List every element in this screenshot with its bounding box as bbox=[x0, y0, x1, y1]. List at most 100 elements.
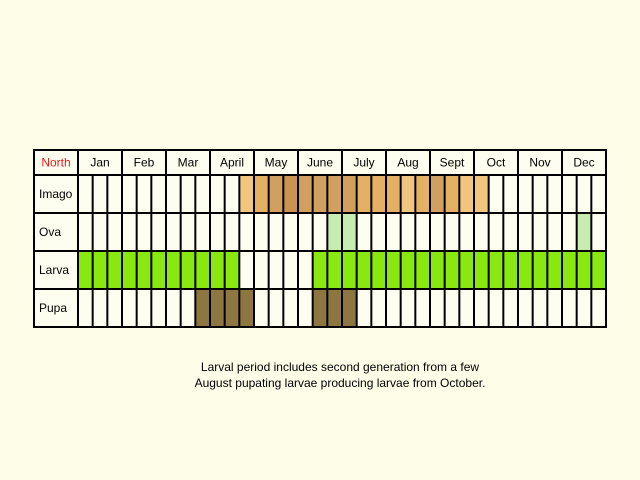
imago-cell bbox=[415, 175, 431, 213]
empty-cell bbox=[312, 213, 328, 251]
row-label-cell bbox=[34, 289, 78, 327]
empty-cell bbox=[210, 213, 225, 251]
imago-cell bbox=[312, 175, 328, 213]
empty-cell bbox=[532, 213, 548, 251]
row-label: Ova bbox=[39, 225, 61, 239]
larva-cell bbox=[444, 251, 460, 289]
larva-cell bbox=[342, 251, 357, 289]
imago-cell bbox=[386, 175, 401, 213]
imago-cell bbox=[444, 175, 460, 213]
empty-cell bbox=[92, 289, 108, 327]
larva-cell bbox=[195, 251, 211, 289]
month-label: April bbox=[220, 156, 244, 170]
empty-cell bbox=[107, 213, 123, 251]
chart-note: Larval period includes second generation… bbox=[140, 359, 540, 391]
larva-cell bbox=[312, 251, 328, 289]
imago-cell bbox=[474, 175, 489, 213]
empty-cell bbox=[78, 289, 93, 327]
empty-cell bbox=[503, 175, 519, 213]
imago-cell bbox=[356, 175, 372, 213]
month-label: Jan bbox=[90, 156, 109, 170]
month-label: Sept bbox=[440, 156, 465, 170]
empty-cell bbox=[151, 213, 167, 251]
larva-cell bbox=[371, 251, 387, 289]
empty-cell bbox=[444, 213, 460, 251]
imago-cell bbox=[283, 175, 299, 213]
larva-cell bbox=[532, 251, 548, 289]
empty-cell bbox=[444, 289, 460, 327]
larva-cell bbox=[107, 251, 123, 289]
empty-cell bbox=[268, 213, 284, 251]
empty-cell bbox=[283, 251, 299, 289]
empty-cell bbox=[547, 213, 563, 251]
larva-cell bbox=[327, 251, 343, 289]
empty-cell bbox=[415, 213, 431, 251]
larva-cell bbox=[576, 251, 592, 289]
empty-cell bbox=[518, 175, 533, 213]
month-label: Nov bbox=[529, 156, 550, 170]
month-label: June bbox=[307, 156, 333, 170]
empty-cell bbox=[459, 289, 475, 327]
empty-cell bbox=[415, 289, 431, 327]
empty-cell bbox=[576, 175, 592, 213]
pupa-cell bbox=[195, 289, 211, 327]
larva-cell bbox=[459, 251, 475, 289]
row-label: Pupa bbox=[39, 301, 67, 315]
empty-cell bbox=[180, 213, 196, 251]
empty-cell bbox=[356, 213, 372, 251]
pupa-cell bbox=[342, 289, 357, 327]
empty-cell bbox=[166, 289, 181, 327]
larva-cell bbox=[518, 251, 533, 289]
empty-cell bbox=[488, 289, 504, 327]
empty-cell bbox=[298, 213, 313, 251]
empty-cell bbox=[283, 289, 299, 327]
empty-cell bbox=[283, 213, 299, 251]
empty-cell bbox=[151, 175, 167, 213]
month-label: July bbox=[353, 156, 374, 170]
month-label: Aug bbox=[397, 156, 418, 170]
imago-cell bbox=[298, 175, 313, 213]
empty-cell bbox=[488, 175, 504, 213]
empty-cell bbox=[122, 289, 137, 327]
row-label-cell bbox=[34, 175, 78, 213]
empty-cell bbox=[107, 175, 123, 213]
larva-cell bbox=[166, 251, 181, 289]
imago-cell bbox=[342, 175, 357, 213]
empty-cell bbox=[503, 213, 519, 251]
empty-cell bbox=[78, 175, 93, 213]
empty-cell bbox=[122, 213, 137, 251]
empty-cell bbox=[254, 213, 269, 251]
empty-cell bbox=[400, 289, 416, 327]
larva-cell bbox=[488, 251, 504, 289]
empty-cell bbox=[136, 213, 152, 251]
imago-cell bbox=[371, 175, 387, 213]
empty-cell bbox=[386, 213, 401, 251]
empty-cell bbox=[298, 289, 313, 327]
row-label-cell bbox=[34, 213, 78, 251]
empty-cell bbox=[518, 289, 533, 327]
empty-cell bbox=[224, 213, 240, 251]
larva-cell bbox=[591, 251, 607, 289]
larva-cell bbox=[430, 251, 445, 289]
larva-cell bbox=[562, 251, 577, 289]
larva-cell bbox=[151, 251, 167, 289]
larva-cell bbox=[136, 251, 152, 289]
empty-cell bbox=[430, 289, 445, 327]
header-label: North bbox=[41, 156, 70, 170]
empty-cell bbox=[591, 213, 607, 251]
larva-cell bbox=[224, 251, 240, 289]
empty-cell bbox=[136, 175, 152, 213]
larva-cell bbox=[415, 251, 431, 289]
empty-cell bbox=[254, 289, 269, 327]
imago-cell bbox=[430, 175, 445, 213]
empty-cell bbox=[576, 289, 592, 327]
empty-cell bbox=[78, 213, 93, 251]
empty-cell bbox=[268, 251, 284, 289]
larva-cell bbox=[180, 251, 196, 289]
empty-cell bbox=[210, 175, 225, 213]
imago-cell bbox=[459, 175, 475, 213]
larva-cell bbox=[386, 251, 401, 289]
empty-cell bbox=[386, 289, 401, 327]
row-label: Imago bbox=[39, 187, 73, 201]
larva-cell bbox=[122, 251, 137, 289]
